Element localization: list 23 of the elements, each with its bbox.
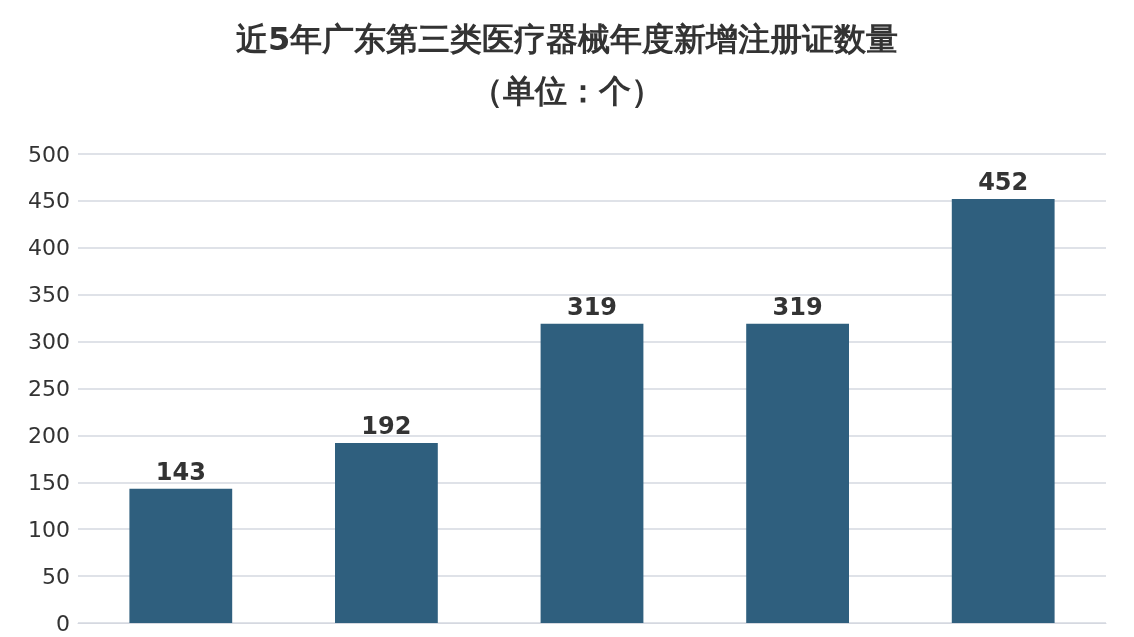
y-tick-label: 350 — [28, 282, 70, 308]
y-tick-label: 400 — [28, 235, 70, 261]
data-label: 192 — [361, 411, 412, 440]
bar — [951, 199, 1055, 623]
y-tick-label: 150 — [28, 469, 70, 495]
chart-title: 近5年广东第三类医疗器械年度新增注册证数量 — [235, 20, 899, 58]
data-label: 319 — [566, 292, 618, 321]
data-label: 452 — [978, 168, 1029, 197]
y-tick-label: 50 — [42, 563, 70, 589]
y-tick-label: 250 — [28, 376, 70, 401]
bar — [540, 323, 644, 623]
data-label: 319 — [772, 292, 823, 321]
bar — [746, 323, 849, 623]
y-tick-label: 500 — [28, 141, 70, 167]
y-tick-label: 0 — [56, 610, 70, 636]
y-tick-label: 300 — [28, 329, 70, 355]
y-tick-label: 200 — [28, 422, 70, 448]
bar — [335, 442, 438, 623]
chart-subtitle: （单位：个） — [471, 72, 663, 110]
data-label: 143 — [155, 457, 206, 486]
y-tick-label: 100 — [28, 516, 70, 542]
bar — [129, 488, 233, 623]
y-tick-label: 450 — [28, 188, 70, 214]
